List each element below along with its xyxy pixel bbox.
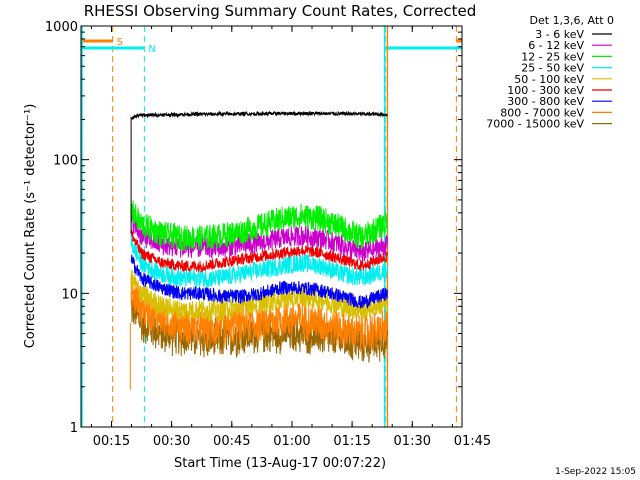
footer-timestamp: 1-Sep-2022 15:05 [555,467,636,477]
legend-label: 12 - 25 keV [521,50,584,63]
legend-label: 50 - 100 keV [514,73,584,86]
x-axis-label: Start Time (13-Aug-17 00:07:22) [174,456,386,471]
legend-label: 100 - 300 keV [507,84,584,97]
series-line-6 [130,254,388,310]
x-tick-label: 01:30 [394,434,431,449]
series-line-4 [130,269,388,321]
y-tick-label: 1 [70,421,78,436]
series-line-3 [130,233,388,288]
legend-label: 800 - 7000 keV [500,106,584,119]
x-tick-label: 01:00 [273,434,310,449]
series-line-5 [130,229,388,274]
x-tick-label: 00:45 [213,434,250,449]
legend-label: 6 - 12 keV [528,39,584,52]
y-axis-label: Corrected Count Rate (s⁻¹ detector⁻¹) [23,104,38,349]
axes: 00:15 00:30 00:45 01:00 01:15 01:30 01:45 1 10 10… [45,20,491,449]
legend-label: 300 - 800 keV [507,95,584,108]
chart-title: RHESSI Observing Summary Count Rates, Co… [84,2,477,20]
series-line-2 [130,200,388,252]
y-tick-label: 10 [61,287,78,302]
legend-header: Det 1,3,6, Att 0 [530,14,614,27]
series-line-1 [130,210,388,262]
x-tick-label: 01:45 [454,434,491,449]
marker-label: N [148,44,155,55]
legend-label: 7000 - 15000 keV [486,118,584,131]
legend-label: 3 - 6 keV [535,28,584,41]
y-tick-label: 100 [53,154,78,169]
x-tick-label: 00:30 [153,434,190,449]
y-tick-label: 1000 [45,20,78,35]
x-tick-label: 01:15 [333,434,370,449]
series-line-0 [130,110,388,234]
x-tick-label: 00:15 [93,434,130,449]
legend-label: 25 - 50 keV [521,62,584,75]
marker-label: S [117,37,123,48]
